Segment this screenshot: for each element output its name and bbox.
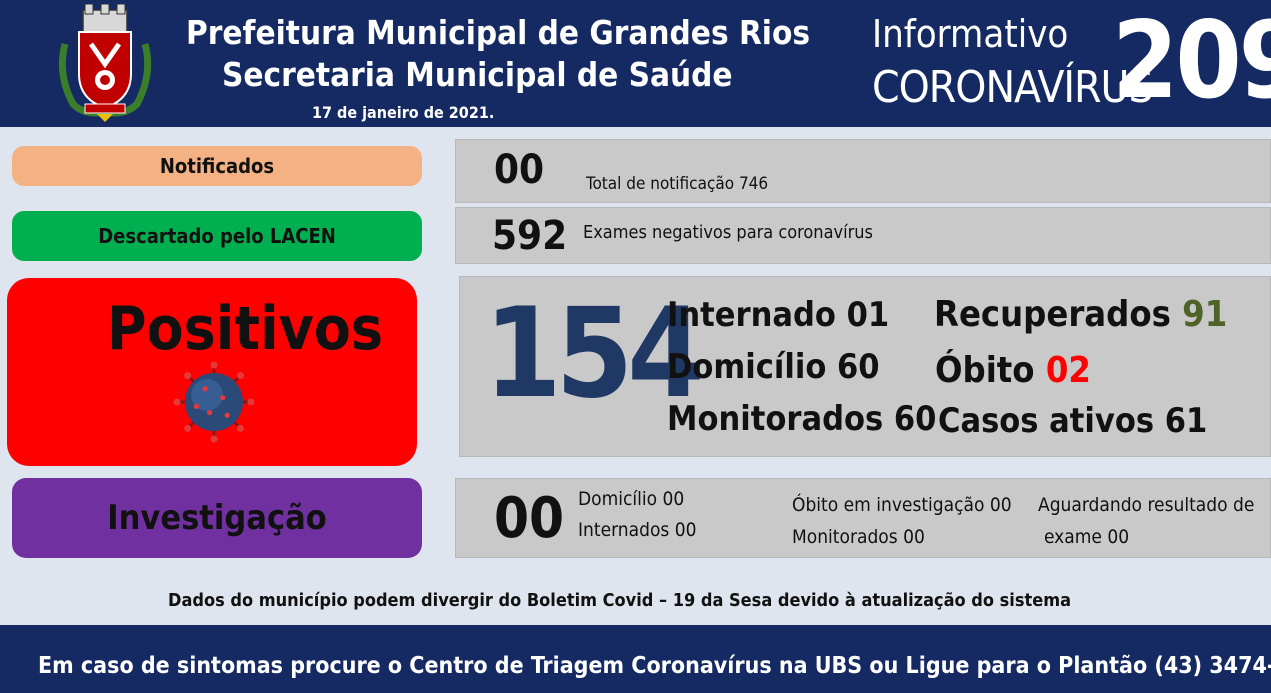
investigacao-label: Investigação [12, 478, 422, 558]
recuperados-label: Recuperados [934, 294, 1171, 335]
municipal-coat-of-arms-icon [58, 4, 152, 122]
positivos-label: Positivos [7, 278, 417, 466]
title-prefeitura: Prefeitura Municipal de Grandes Rios [186, 13, 811, 52]
notificados-panel [455, 139, 1271, 203]
inv-obito-text: Óbito em investigação 00 [792, 494, 1012, 516]
disclaimer-text: Dados do município podem divergir do Bol… [168, 590, 1072, 611]
investigacao-value: 00 [494, 486, 565, 551]
domicilio-text: Domicílio 60 [667, 347, 880, 387]
obito-label: Óbito [935, 350, 1035, 391]
footer-text: Em caso de sintomas procure o Centro de … [38, 653, 1271, 679]
notificados-label: Notificados [12, 146, 422, 186]
recuperados-row: Recuperados 91 [934, 294, 1227, 335]
descartado-detail: Exames negativos para coronavírus [583, 222, 873, 243]
title-secretaria: Secretaria Municipal de Saúde [222, 55, 733, 94]
casos-ativos-text: Casos ativos 61 [938, 401, 1208, 441]
inv-aguardando-text-1: Aguardando resultado de [1038, 494, 1255, 516]
notificados-value: 00 [494, 147, 545, 193]
descartado-label-text: Descartado pelo LACEN [98, 224, 336, 248]
virus-icon [173, 361, 255, 443]
investigacao-panel [455, 478, 1271, 558]
header-bar: Prefeitura Municipal de Grandes Rios Sec… [0, 0, 1271, 127]
recuperados-value: 91 [1182, 294, 1228, 335]
descartado-panel [455, 207, 1271, 264]
internado-text: Internado 01 [667, 295, 890, 335]
coronavirus-label: CORONAVÍRUS [872, 62, 1154, 113]
bulletin-number: 209 [1112, 0, 1271, 122]
positivos-value: 154 [484, 282, 705, 426]
footer-bar: Em caso de sintomas procure o Centro de … [0, 625, 1271, 693]
bulletin-date: 17 de janeiro de 2021. [312, 103, 495, 122]
investigacao-label-text: Investigação [107, 498, 327, 538]
descartado-label: Descartado pelo LACEN [12, 211, 422, 261]
informativo-label: Informativo [872, 12, 1069, 56]
descartado-value: 592 [492, 213, 568, 259]
positivos-panel [459, 276, 1271, 457]
inv-aguardando-text-2: exame 00 [1044, 526, 1130, 548]
inv-monitorados-text: Monitorados 00 [792, 526, 925, 548]
obito-row: Óbito 02 [935, 350, 1091, 391]
notificados-label-text: Notificados [159, 154, 275, 178]
notificados-detail: Total de notificação 746 [586, 174, 769, 194]
positivos-label-text: Positivos [107, 294, 383, 364]
inv-internados-text: Internados 00 [578, 519, 697, 541]
obito-value: 02 [1045, 350, 1091, 391]
monitorados-text: Monitorados 60 [667, 399, 937, 439]
inv-domicilio-text: Domicílio 00 [578, 488, 685, 510]
